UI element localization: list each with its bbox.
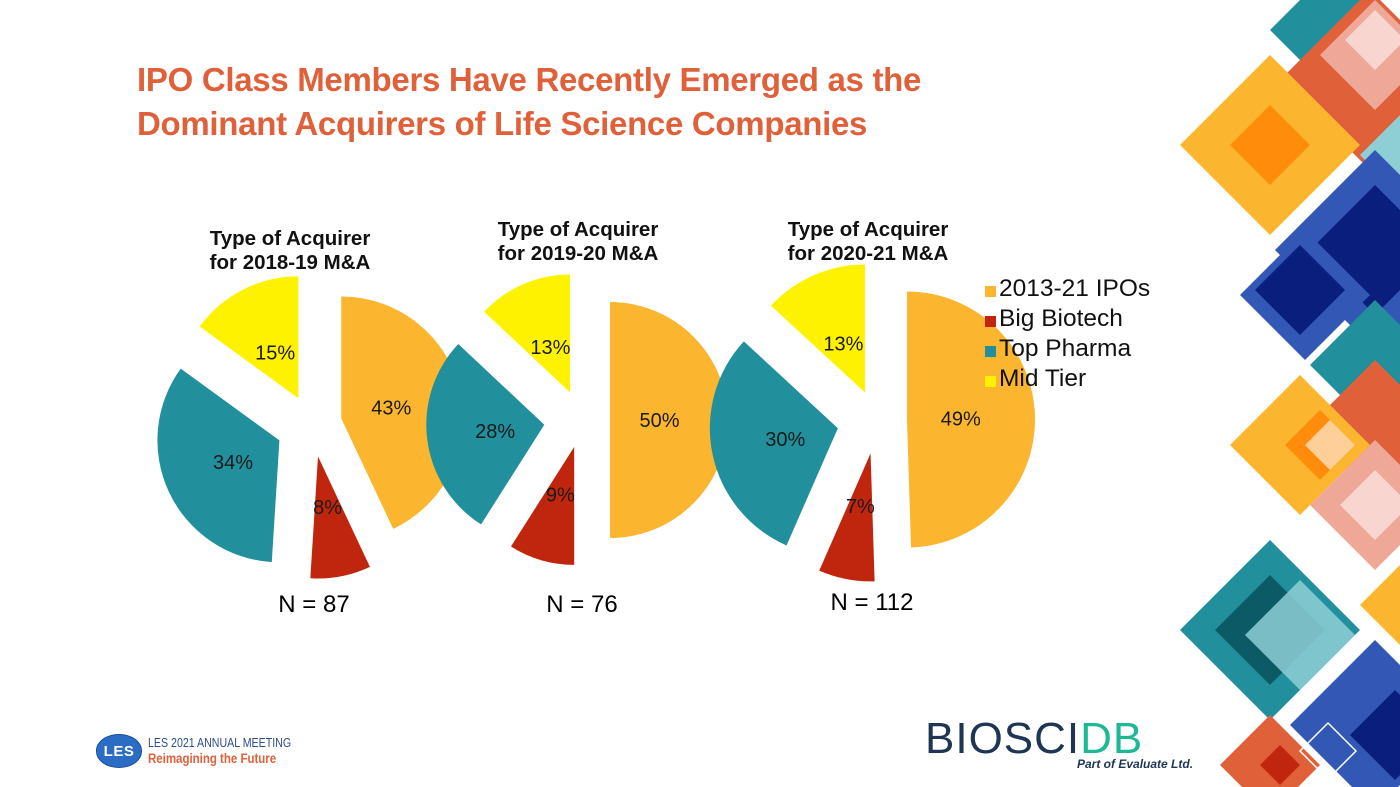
legend-swatch-mid-tier: [985, 375, 996, 387]
slice-label-big-biotech: 8%: [313, 497, 342, 519]
bioscidb-subtitle: Part of Evaluate Ltd.: [1077, 757, 1194, 771]
pie-slice-top-pharma: [709, 341, 838, 546]
les-tagline: Reimagining the Future: [148, 751, 277, 766]
slide-title: IPO Class Members Have Recently Emerged …: [137, 58, 1037, 146]
chart-title-line: Type of Acquirer: [498, 218, 659, 241]
diamond-red-4-inner: [1260, 745, 1300, 785]
chart-title-line: for 2019-20 M&A: [498, 242, 659, 265]
pie-slice-mid-tier: [484, 274, 571, 393]
pie-slice-ipos: [610, 302, 728, 538]
slice-label-big-biotech: 9%: [546, 484, 575, 506]
les-badge-icon: LES: [96, 734, 142, 768]
bioscidb-part-db: DB: [1080, 714, 1144, 763]
slice-label-mid-tier: 13%: [530, 337, 570, 359]
slice-label-top-pharma: 34%: [213, 452, 253, 474]
diamond-lightblue-3: [1245, 580, 1355, 690]
pie-slice-top-pharma: [157, 368, 280, 563]
slice-label-mid-tier: 15%: [255, 343, 295, 365]
chart-legend: 2013-21 IPOs Big Biotech Top Pharma Mid …: [985, 274, 1150, 394]
chart-title-line: Type of Acquirer: [788, 218, 949, 241]
decorative-diamond-pattern: [1180, 0, 1400, 787]
legend-item-top-pharma: Top Pharma: [985, 334, 1150, 364]
sample-size-label: N = 76: [546, 591, 617, 618]
chart-title-line: for 2020-21 M&A: [788, 242, 949, 265]
legend-item-ipos: 2013-21 IPOs: [985, 274, 1150, 304]
chart-title-line: Type of Acquirer: [210, 227, 371, 250]
diamond-navy-1-inner: [1310, 185, 1400, 315]
legend-swatch-top-pharma: [985, 345, 996, 357]
diamond-navy-4-inner: [1350, 690, 1400, 780]
legend-swatch-ipos: [985, 285, 996, 297]
sample-size-label: N = 87: [278, 591, 349, 618]
bioscidb-logo: BIOSCIDB Part of Evaluate Ltd.: [925, 710, 1225, 775]
pie-slice-mid-tier: [770, 264, 865, 393]
pie-slice-big-biotech: [510, 446, 575, 565]
chart-title-line: for 2018-19 M&A: [210, 251, 371, 274]
pie-slice-ipos: [906, 291, 1035, 548]
diamond-navy-2-inner: [1255, 245, 1345, 335]
diamond-peach-2-inner: [1305, 420, 1355, 470]
slice-label-ipos: 50%: [640, 410, 680, 432]
slice-label-ipos: 43%: [371, 397, 411, 419]
slice-label-top-pharma: 30%: [765, 429, 805, 451]
slice-label-mid-tier: 13%: [823, 333, 863, 355]
slide-title-line-1: IPO Class Members Have Recently Emerged …: [137, 61, 922, 98]
les-meeting-name: LES 2021 ANNUAL MEETING: [148, 736, 292, 750]
diamond-pink-3-inner: [1340, 470, 1400, 540]
sample-size-label: N = 112: [831, 589, 914, 616]
bioscidb-part-sci: SCI: [1003, 714, 1081, 763]
pie-slice-top-pharma: [426, 343, 545, 525]
diamond-yellow-3-edge: [1360, 565, 1400, 645]
pie-slice-big-biotech: [819, 453, 875, 582]
legend-label: 2013-21 IPOs: [999, 275, 1151, 302]
les-logo: LES LES 2021 ANNUAL MEETING Reimagining …: [96, 734, 316, 768]
bioscidb-part-bio: BIO: [925, 714, 1004, 763]
slide-title-line-2: Dominant Acquirers of Life Science Compa…: [137, 105, 868, 142]
slice-label-ipos: 49%: [941, 409, 981, 431]
legend-label: Big Biotech: [999, 305, 1123, 332]
legend-label: Top Pharma: [999, 335, 1132, 362]
legend-item-mid-tier: Mid Tier: [985, 364, 1150, 394]
diamond-pink-1-inner: [1345, 10, 1400, 70]
legend-label: Mid Tier: [999, 365, 1087, 392]
slice-label-big-biotech: 7%: [846, 496, 875, 518]
slice-label-top-pharma: 28%: [475, 421, 515, 443]
diamond-outline-icon: [1298, 721, 1358, 781]
legend-swatch-big-biotech: [985, 315, 996, 327]
les-logo-text: LES 2021 ANNUAL MEETING Reimagining the …: [148, 736, 316, 766]
pie-slice-ipos: [341, 296, 464, 529]
bioscidb-wordmark: BIOSCIDB: [925, 714, 1143, 764]
diamond-orange-1-inner: [1230, 105, 1310, 185]
pie-slice-big-biotech: [310, 456, 370, 579]
pie-slice-mid-tier: [199, 276, 299, 399]
legend-item-big-biotech: Big Biotech: [985, 304, 1150, 334]
